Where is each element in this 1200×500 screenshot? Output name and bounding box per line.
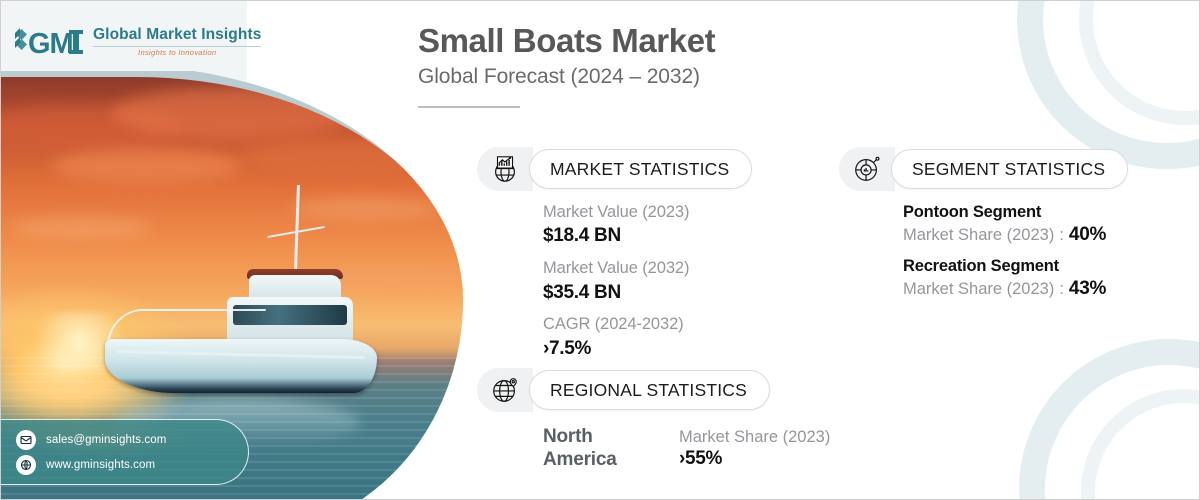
segment-statistics-heading: SEGMENT STATISTICS: [912, 158, 1106, 179]
recreation-share-value: 43%: [1068, 278, 1107, 300]
market-statistics-pill: MARKET STATISTICS: [529, 149, 753, 189]
cagr-value: ›7.5%: [543, 337, 592, 359]
contact-website-row[interactable]: www.gminsights.com: [16, 454, 248, 475]
brand-name: Global Market Insights: [93, 26, 262, 44]
decorative-arc-bottom-right-inner: [1081, 389, 1199, 499]
boat-illustration: [99, 184, 389, 405]
globe-icon: [16, 454, 36, 475]
recreation-segment-share-row: Market Share (2023) : 43%: [903, 278, 1128, 300]
boat-flybridge-canopy: [247, 269, 343, 279]
regional-statistics-heading: REGIONAL STATISTICS: [550, 379, 747, 400]
cloud: [291, 197, 441, 221]
recreation-share-separator: :: [1059, 280, 1064, 299]
region-share-label: Market Share (2023): [679, 428, 831, 446]
pontoon-share-label: Market Share (2023): [903, 226, 1055, 245]
market-statistics-section: MARKET STATISTICS Market Value (2023) $1…: [477, 147, 753, 370]
logo-divider: [93, 45, 262, 47]
market-value-2032-label: Market Value (2032): [543, 259, 690, 278]
boat-cabin-windows: [233, 305, 347, 325]
market-value-2032-value: $35.4 BN: [543, 281, 621, 303]
pie-chart-icon: [839, 147, 895, 191]
title-divider: [418, 105, 520, 108]
market-statistics-body: Market Value (2023) $18.4 BN Market Valu…: [477, 191, 752, 361]
cloud: [241, 137, 441, 177]
contact-email-text: sales@gminsights.com: [46, 433, 167, 446]
region-share-group: Market Share (2023) ›55%: [679, 426, 830, 470]
page-title: Small Boats Market: [418, 22, 716, 59]
segment-statistics-body: Pontoon Segment Market Share (2023) : 40…: [839, 191, 1128, 300]
contact-website-text: www.gminsights.com: [46, 458, 156, 471]
contact-email-row[interactable]: sales@gminsights.com: [16, 429, 248, 450]
segment-statistics-header: SEGMENT STATISTICS: [839, 147, 1129, 191]
globe-chart-icon: [477, 147, 533, 191]
decorative-arc-bottom-right: [1019, 339, 1199, 499]
gmi-logo-mark-icon: GM: [11, 25, 85, 59]
market-statistics-heading: MARKET STATISTICS: [550, 158, 730, 179]
envelope-icon: [16, 429, 36, 450]
regional-statistics-section: REGIONAL STATISTICS North America Market…: [477, 368, 830, 472]
regional-statistics-body: North America Market Share (2023) ›55%: [477, 412, 830, 472]
region-name: North America: [543, 426, 617, 470]
pontoon-share-separator: :: [1059, 226, 1064, 245]
page-subtitle: Global Forecast (2024 – 2032): [418, 64, 700, 88]
svg-text:GM: GM: [28, 28, 73, 59]
boat-flybridge: [249, 275, 341, 299]
regional-statistics-pill: REGIONAL STATISTICS: [529, 370, 770, 410]
decorative-arc-top-right-inner: [1079, 1, 1199, 125]
globe-pin-icon: [477, 368, 533, 412]
segment-statistics-section: SEGMENT STATISTICS Pontoon Segment Marke…: [839, 147, 1129, 309]
cloud: [51, 149, 241, 183]
pontoon-segment-share-row: Market Share (2023) : 40%: [903, 224, 1128, 246]
boat-hull: [105, 339, 377, 393]
brand-tagline: Insights to Innovation: [138, 47, 217, 57]
recreation-segment-name: Recreation Segment: [903, 257, 1059, 276]
title-block: Small Boats Market Global Forecast (2024…: [418, 22, 1058, 108]
pontoon-segment-name: Pontoon Segment: [903, 203, 1042, 221]
pontoon-share-value: 40%: [1068, 224, 1107, 246]
header-icon-backdrop: [477, 368, 533, 412]
cloud: [111, 87, 361, 139]
cloud: [321, 267, 461, 287]
contact-pill: sales@gminsights.com www.gminsights.com: [1, 419, 249, 485]
gmi-logo[interactable]: GM Global Market Insights Insights to In…: [11, 21, 262, 63]
header-icon-backdrop: [839, 147, 895, 191]
cagr-label: CAGR (2024-2032): [543, 315, 684, 334]
market-statistics-header: MARKET STATISTICS: [477, 147, 753, 191]
market-value-2023-value: $18.4 BN: [543, 225, 621, 247]
recreation-share-label: Market Share (2023): [903, 280, 1055, 299]
cloud: [11, 217, 151, 239]
hero-image-container: sales@gminsights.com www.gminsights.com: [1, 71, 471, 499]
market-value-2023-label: Market Value (2023): [543, 203, 690, 221]
regional-statistics-header: REGIONAL STATISTICS: [477, 368, 830, 412]
gmi-logo-text: Global Market Insights Insights to Innov…: [93, 26, 262, 57]
segment-statistics-pill: SEGMENT STATISTICS: [891, 149, 1129, 189]
region-share-value: ›55%: [679, 448, 723, 470]
